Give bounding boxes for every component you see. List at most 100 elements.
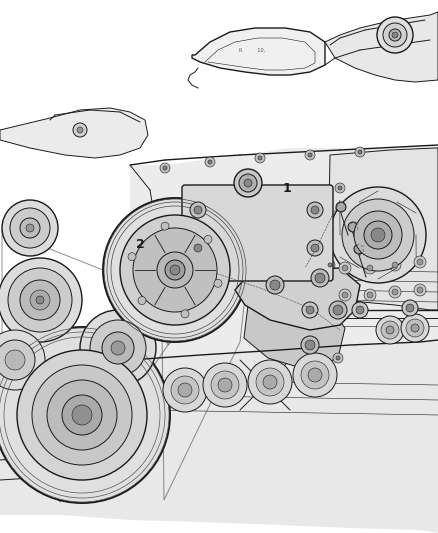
Circle shape xyxy=(364,221,392,249)
Polygon shape xyxy=(328,148,438,310)
Circle shape xyxy=(411,324,419,332)
Polygon shape xyxy=(192,28,325,75)
Circle shape xyxy=(47,380,117,450)
Circle shape xyxy=(32,365,132,465)
Circle shape xyxy=(133,228,217,312)
Circle shape xyxy=(306,306,314,314)
Circle shape xyxy=(90,320,146,376)
Circle shape xyxy=(307,240,323,256)
Circle shape xyxy=(342,292,348,298)
Circle shape xyxy=(402,300,418,316)
Circle shape xyxy=(248,360,292,404)
Circle shape xyxy=(333,353,343,363)
Text: R          10,: R 10, xyxy=(239,48,277,53)
Circle shape xyxy=(352,302,368,318)
Circle shape xyxy=(325,260,335,270)
Circle shape xyxy=(354,244,364,254)
Circle shape xyxy=(401,314,429,342)
Circle shape xyxy=(392,289,398,295)
Circle shape xyxy=(103,198,247,342)
Circle shape xyxy=(244,179,252,187)
Text: 2: 2 xyxy=(136,238,145,251)
Circle shape xyxy=(218,378,232,392)
Circle shape xyxy=(383,23,407,47)
Circle shape xyxy=(163,166,167,170)
Circle shape xyxy=(311,244,319,252)
Text: 1: 1 xyxy=(283,182,291,195)
Polygon shape xyxy=(0,340,438,533)
Circle shape xyxy=(389,29,401,41)
Circle shape xyxy=(165,260,185,280)
Circle shape xyxy=(203,363,247,407)
Circle shape xyxy=(389,286,401,298)
Circle shape xyxy=(258,156,262,160)
Circle shape xyxy=(364,262,376,274)
Circle shape xyxy=(10,208,50,248)
Circle shape xyxy=(339,289,351,301)
Circle shape xyxy=(163,368,207,412)
Circle shape xyxy=(17,350,147,480)
Circle shape xyxy=(20,218,40,238)
Circle shape xyxy=(354,211,402,259)
Circle shape xyxy=(329,301,347,319)
Circle shape xyxy=(305,150,315,160)
Circle shape xyxy=(308,153,312,157)
Polygon shape xyxy=(0,108,148,158)
Circle shape xyxy=(356,306,364,314)
Circle shape xyxy=(392,32,398,38)
Circle shape xyxy=(311,206,319,214)
Circle shape xyxy=(2,200,58,256)
Circle shape xyxy=(414,284,426,296)
Circle shape xyxy=(5,350,25,370)
Circle shape xyxy=(417,287,423,293)
Circle shape xyxy=(376,316,404,344)
Circle shape xyxy=(255,153,265,163)
Circle shape xyxy=(102,332,134,364)
Circle shape xyxy=(80,310,156,386)
Circle shape xyxy=(364,289,376,301)
Circle shape xyxy=(194,244,202,252)
Circle shape xyxy=(62,395,102,435)
Circle shape xyxy=(342,265,348,271)
Circle shape xyxy=(204,236,212,244)
Circle shape xyxy=(0,330,45,390)
Circle shape xyxy=(381,321,399,339)
Circle shape xyxy=(386,326,394,334)
Circle shape xyxy=(315,273,325,283)
Circle shape xyxy=(0,340,35,380)
Polygon shape xyxy=(325,12,438,82)
Circle shape xyxy=(0,327,170,503)
Polygon shape xyxy=(235,268,360,330)
Circle shape xyxy=(389,259,401,271)
Circle shape xyxy=(178,383,192,397)
Circle shape xyxy=(301,361,329,389)
Circle shape xyxy=(20,280,60,320)
Circle shape xyxy=(330,187,426,283)
Circle shape xyxy=(234,169,262,197)
Circle shape xyxy=(157,252,193,288)
Circle shape xyxy=(161,222,169,230)
Circle shape xyxy=(311,269,329,287)
Circle shape xyxy=(301,336,319,354)
Circle shape xyxy=(211,371,239,399)
Circle shape xyxy=(72,405,92,425)
Circle shape xyxy=(120,215,230,325)
Circle shape xyxy=(30,290,50,310)
Circle shape xyxy=(335,183,345,193)
FancyBboxPatch shape xyxy=(182,185,333,281)
Circle shape xyxy=(77,127,83,133)
Circle shape xyxy=(256,368,284,396)
Circle shape xyxy=(406,304,414,312)
Circle shape xyxy=(339,262,351,274)
Circle shape xyxy=(239,174,257,192)
Circle shape xyxy=(111,341,125,355)
Circle shape xyxy=(263,375,277,389)
Circle shape xyxy=(160,163,170,173)
Circle shape xyxy=(355,147,365,157)
Circle shape xyxy=(194,206,202,214)
Circle shape xyxy=(293,353,337,397)
Circle shape xyxy=(205,157,215,167)
Circle shape xyxy=(333,305,343,315)
Circle shape xyxy=(208,160,212,164)
Circle shape xyxy=(307,202,323,218)
